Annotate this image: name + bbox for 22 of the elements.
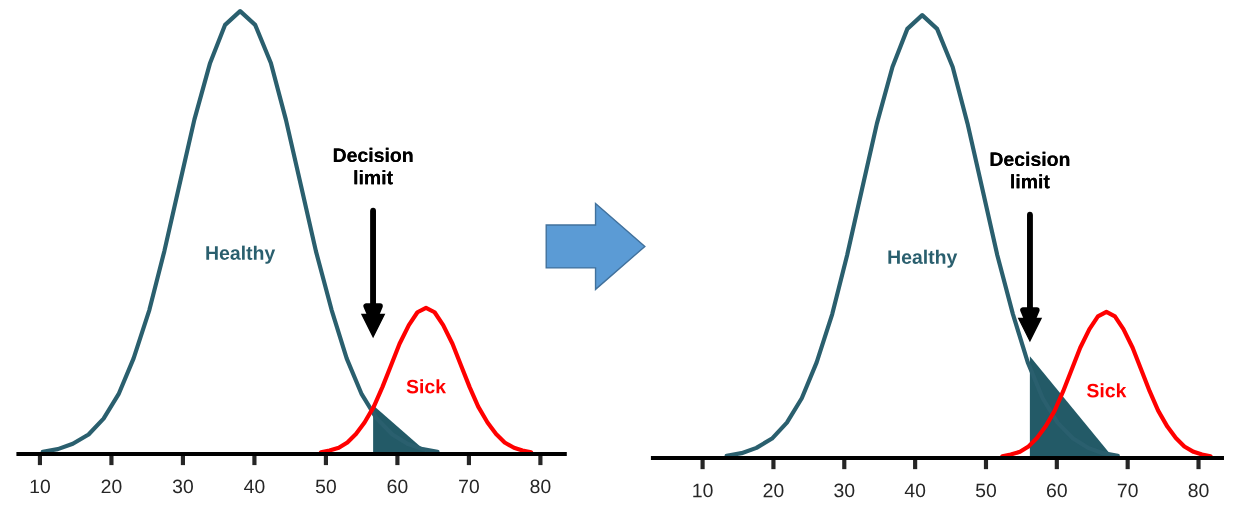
x-tick-label: 20 bbox=[101, 479, 122, 494]
x-tick-label: 20 bbox=[763, 483, 784, 498]
ref-line-label: Decision limit bbox=[990, 151, 1070, 189]
x-tick-label: 60 bbox=[1047, 483, 1067, 498]
x-tick-label: 50 bbox=[315, 479, 336, 494]
series-label: Sick bbox=[406, 379, 447, 394]
series-label: Healthy bbox=[206, 245, 276, 264]
x-tick-label: 80 bbox=[1188, 483, 1209, 498]
x-tick-label: 50 bbox=[975, 483, 997, 498]
x-tick-label: 40 bbox=[904, 483, 926, 498]
x-tick-label: 70 bbox=[459, 479, 479, 494]
series-label: Sick bbox=[1086, 383, 1127, 398]
x-tick-label: 70 bbox=[1117, 483, 1138, 498]
x-tick-label: 30 bbox=[172, 479, 193, 494]
x-tick-label: 10 bbox=[30, 479, 50, 494]
ref-line-label: Decision limit bbox=[333, 147, 413, 185]
x-tick-label: 60 bbox=[387, 479, 408, 494]
x-tick-label: 10 bbox=[693, 483, 713, 498]
x-tick-label: 80 bbox=[530, 479, 551, 494]
x-tick-label: 30 bbox=[834, 483, 855, 498]
series-label: Healthy bbox=[888, 249, 958, 268]
x-tick-label: 40 bbox=[244, 479, 265, 494]
